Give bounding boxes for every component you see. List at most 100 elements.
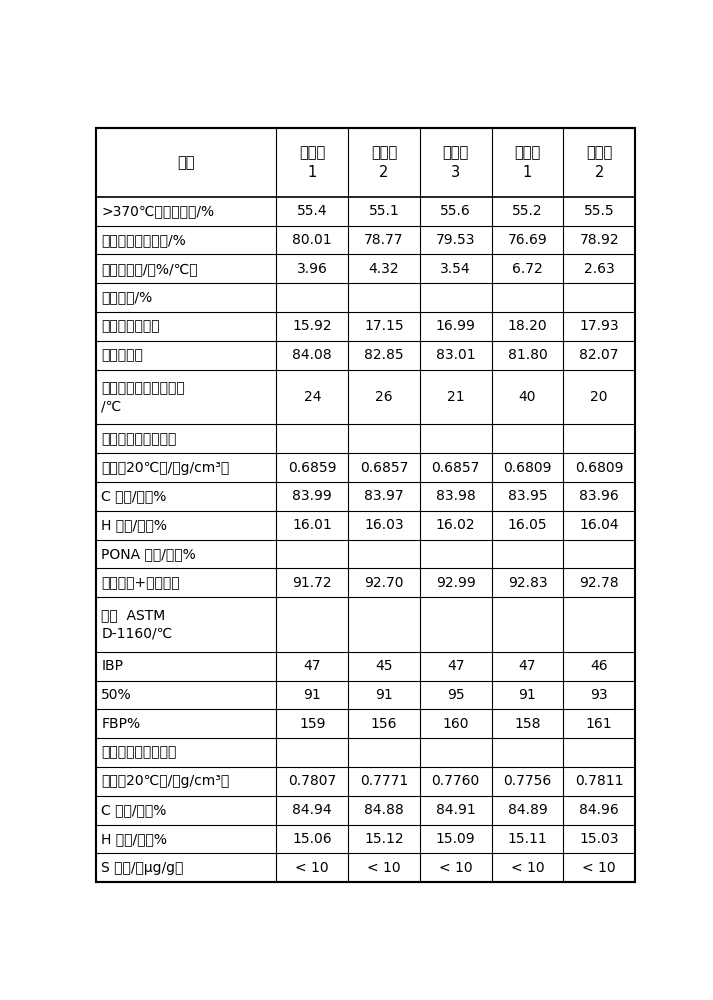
Text: 91: 91 xyxy=(518,688,536,702)
Text: 47: 47 xyxy=(519,659,536,673)
Text: 24: 24 xyxy=(304,390,321,404)
Text: 0.7771: 0.7771 xyxy=(360,774,408,788)
Text: < 10: < 10 xyxy=(511,861,544,875)
Text: 0.7760: 0.7760 xyxy=(431,774,480,788)
Text: 47: 47 xyxy=(304,659,321,673)
Text: 95: 95 xyxy=(447,688,465,702)
Text: 中间馏分油产品性质: 中间馏分油产品性质 xyxy=(101,746,177,760)
Text: 84.88: 84.88 xyxy=(364,803,404,817)
Text: 159: 159 xyxy=(299,717,326,731)
Text: 产品分布/%: 产品分布/% xyxy=(101,291,153,305)
Text: 78.77: 78.77 xyxy=(364,233,404,247)
Text: 55.2: 55.2 xyxy=(512,204,543,218)
Text: H 含量/重量%: H 含量/重量% xyxy=(101,832,168,846)
Text: >370℃馏分转化率/%: >370℃馏分转化率/% xyxy=(101,204,215,218)
Text: 第二石脑油产品性质: 第二石脑油产品性质 xyxy=(101,432,177,446)
Text: 17.15: 17.15 xyxy=(364,319,404,333)
Text: 0.7756: 0.7756 xyxy=(503,774,552,788)
Text: FBP%: FBP% xyxy=(101,717,140,731)
Text: 92.83: 92.83 xyxy=(508,576,548,590)
Text: 15.06: 15.06 xyxy=(292,832,332,846)
Text: 92.99: 92.99 xyxy=(436,576,476,590)
Text: 实施例
3: 实施例 3 xyxy=(443,145,469,180)
Text: 0.6859: 0.6859 xyxy=(288,461,337,475)
Text: 84.94: 84.94 xyxy=(292,803,332,817)
Text: 55.6: 55.6 xyxy=(441,204,471,218)
Text: 6.72: 6.72 xyxy=(512,262,543,276)
Text: S 含量/（μg/g）: S 含量/（μg/g） xyxy=(101,861,184,875)
Text: 16.03: 16.03 xyxy=(364,518,404,532)
Text: < 10: < 10 xyxy=(295,861,329,875)
Text: 46: 46 xyxy=(590,659,608,673)
Text: 160: 160 xyxy=(443,717,469,731)
Text: 15.12: 15.12 xyxy=(364,832,404,846)
Text: 83.01: 83.01 xyxy=(436,348,476,362)
Text: 40: 40 xyxy=(519,390,536,404)
Text: 0.6857: 0.6857 xyxy=(360,461,409,475)
Text: 91.72: 91.72 xyxy=(292,576,332,590)
Text: 温度敏感性/（%/℃）: 温度敏感性/（%/℃） xyxy=(101,262,198,276)
Text: 156: 156 xyxy=(371,717,397,731)
Text: 91: 91 xyxy=(304,688,321,702)
Text: 17.93: 17.93 xyxy=(580,319,619,333)
Text: 55.4: 55.4 xyxy=(297,204,327,218)
Text: 16.01: 16.01 xyxy=(292,518,332,532)
Text: < 10: < 10 xyxy=(439,861,473,875)
Text: 对比例
2: 对比例 2 xyxy=(586,145,612,180)
Text: PONA 组成/重量%: PONA 组成/重量% xyxy=(101,547,196,561)
Text: 18.20: 18.20 xyxy=(508,319,548,333)
Text: 83.95: 83.95 xyxy=(508,489,548,503)
Text: < 10: < 10 xyxy=(583,861,616,875)
Text: 15.92: 15.92 xyxy=(292,319,332,333)
Text: 正构烷烃+异构烷烃: 正构烷烃+异构烷烃 xyxy=(101,576,180,590)
Text: 92.70: 92.70 xyxy=(364,576,404,590)
Text: 16.04: 16.04 xyxy=(580,518,619,532)
Text: 16.05: 16.05 xyxy=(508,518,548,532)
Text: 84.08: 84.08 xyxy=(292,348,332,362)
Text: C 含量/重量%: C 含量/重量% xyxy=(101,803,167,817)
Text: 15.11: 15.11 xyxy=(508,832,548,846)
Text: 3.54: 3.54 xyxy=(441,262,471,276)
Text: 93: 93 xyxy=(590,688,608,702)
Text: 84.89: 84.89 xyxy=(508,803,548,817)
Text: 15.03: 15.03 xyxy=(580,832,619,846)
Text: 对比例
1: 对比例 1 xyxy=(514,145,540,180)
Text: 裂化反应器床层总温升
/℃: 裂化反应器床层总温升 /℃ xyxy=(101,381,185,413)
Text: 158: 158 xyxy=(514,717,540,731)
Text: 中间馏分油选择性/%: 中间馏分油选择性/% xyxy=(101,233,186,247)
Text: 馏程  ASTM
D-1160/℃: 馏程 ASTM D-1160/℃ xyxy=(101,608,173,641)
Text: < 10: < 10 xyxy=(367,861,401,875)
Text: 15.09: 15.09 xyxy=(436,832,476,846)
Text: 16.99: 16.99 xyxy=(436,319,476,333)
Text: 55.1: 55.1 xyxy=(369,204,399,218)
Text: 92.78: 92.78 xyxy=(580,576,619,590)
Text: 76.69: 76.69 xyxy=(508,233,548,247)
Text: 161: 161 xyxy=(586,717,612,731)
Text: 项目: 项目 xyxy=(178,155,195,170)
Text: H 含量/重量%: H 含量/重量% xyxy=(101,518,168,532)
Text: 78.92: 78.92 xyxy=(580,233,619,247)
Text: 91: 91 xyxy=(375,688,393,702)
Text: 80.01: 80.01 xyxy=(292,233,332,247)
Text: 55.5: 55.5 xyxy=(584,204,615,218)
Text: 3.96: 3.96 xyxy=(297,262,328,276)
Text: 0.6809: 0.6809 xyxy=(503,461,552,475)
Text: 21: 21 xyxy=(447,390,465,404)
Text: 50%: 50% xyxy=(101,688,132,702)
Text: 2.63: 2.63 xyxy=(584,262,615,276)
Text: 0.7811: 0.7811 xyxy=(575,774,623,788)
Text: 82.85: 82.85 xyxy=(364,348,404,362)
Text: IBP: IBP xyxy=(101,659,123,673)
Text: 密度（20℃）/（g/cm³）: 密度（20℃）/（g/cm³） xyxy=(101,461,230,475)
Text: 26: 26 xyxy=(375,390,393,404)
Text: 实施例
1: 实施例 1 xyxy=(299,145,325,180)
Text: 16.02: 16.02 xyxy=(436,518,476,532)
Text: 82.07: 82.07 xyxy=(580,348,619,362)
Text: 84.91: 84.91 xyxy=(436,803,476,817)
Text: 83.98: 83.98 xyxy=(436,489,476,503)
Text: C 含量/重量%: C 含量/重量% xyxy=(101,489,167,503)
Text: 47: 47 xyxy=(447,659,464,673)
Text: 第二石脑油馏分: 第二石脑油馏分 xyxy=(101,319,160,333)
Text: 83.99: 83.99 xyxy=(292,489,332,503)
Text: 83.96: 83.96 xyxy=(580,489,619,503)
